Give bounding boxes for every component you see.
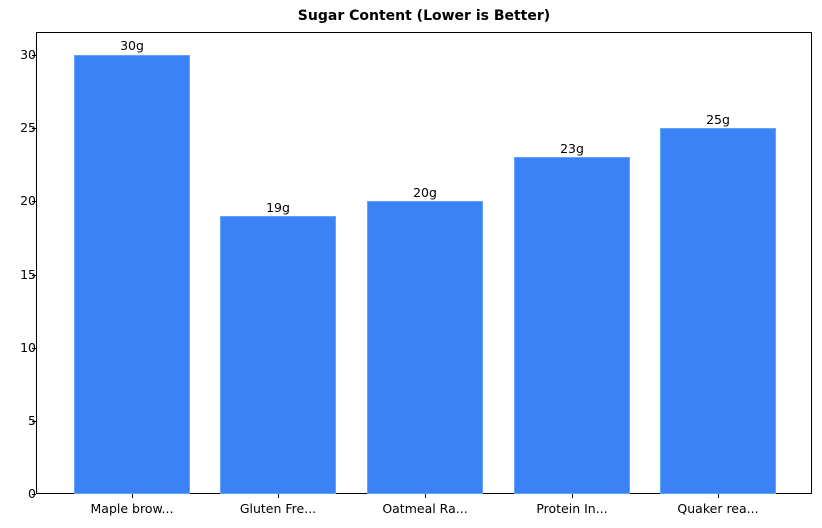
y-tick-mark bbox=[32, 494, 36, 495]
x-tick-mark bbox=[425, 494, 426, 498]
bar-value-label: 20g bbox=[413, 185, 437, 200]
x-tick-mark bbox=[132, 494, 133, 498]
y-tick-label: 30 bbox=[20, 47, 36, 62]
y-tick-label: 0 bbox=[28, 486, 36, 501]
x-tick-label: Protein In... bbox=[536, 501, 608, 516]
x-tick-label: Quaker rea... bbox=[677, 501, 759, 516]
bar-quaker bbox=[660, 128, 776, 494]
x-tick-mark bbox=[278, 494, 279, 498]
bar-value-label: 30g bbox=[120, 38, 144, 53]
bar-oatmeal-raisin bbox=[367, 201, 483, 494]
bar-maple-brown bbox=[74, 55, 190, 494]
x-tick-mark bbox=[572, 494, 573, 498]
x-tick-mark bbox=[718, 494, 719, 498]
bar-protein bbox=[514, 157, 630, 494]
y-tick-label: 15 bbox=[20, 267, 36, 282]
y-tick-mark bbox=[32, 421, 36, 422]
bar-value-label: 19g bbox=[266, 200, 290, 215]
bar-value-label: 25g bbox=[706, 112, 730, 127]
bar-value-label: 23g bbox=[560, 141, 584, 156]
y-tick-mark bbox=[32, 201, 36, 202]
y-tick-label: 5 bbox=[28, 413, 36, 428]
y-tick-mark bbox=[32, 348, 36, 349]
y-tick-label: 20 bbox=[20, 193, 36, 208]
x-tick-label: Maple brow... bbox=[90, 501, 174, 516]
chart-title: Sugar Content (Lower is Better) bbox=[297, 8, 551, 24]
x-tick-label: Gluten Fre... bbox=[239, 501, 317, 516]
y-tick-label: 10 bbox=[20, 340, 36, 355]
y-tick-label: 25 bbox=[20, 120, 36, 135]
x-tick-label: Oatmeal Ra... bbox=[382, 501, 468, 516]
bar-gluten-free bbox=[220, 216, 336, 494]
y-tick-mark bbox=[32, 275, 36, 276]
y-tick-mark bbox=[32, 55, 36, 56]
y-tick-mark bbox=[32, 128, 36, 129]
